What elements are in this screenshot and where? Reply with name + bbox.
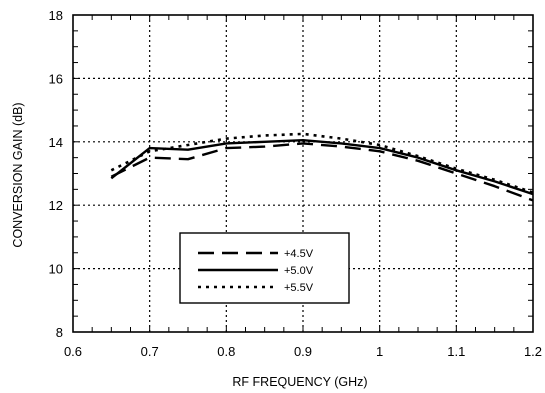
legend-label: +5.5V bbox=[284, 282, 314, 294]
y-tick-label: 14 bbox=[49, 135, 63, 150]
x-axis-title: RF FREQUENCY (GHz) bbox=[232, 375, 367, 389]
y-tick-labels: 8 10 12 14 16 18 bbox=[49, 8, 63, 340]
x-tick-label: 0.9 bbox=[294, 344, 312, 359]
x-tick-label: 0.8 bbox=[217, 344, 235, 359]
legend-label: +4.5V bbox=[284, 248, 314, 260]
y-axis-title: CONVERSION GAIN (dB) bbox=[11, 102, 25, 247]
x-tick-label: 0.7 bbox=[141, 344, 159, 359]
series-line-5-5v bbox=[110, 132, 534, 194]
x-tick-label: 1 bbox=[376, 344, 383, 359]
y-tick-label: 18 bbox=[49, 8, 63, 23]
x-tick-label: 1.2 bbox=[524, 344, 542, 359]
y-tick-label: 8 bbox=[56, 325, 63, 340]
axis-ticks bbox=[72, 14, 534, 333]
legend-label: +5.0V bbox=[284, 265, 314, 277]
y-tick-label: 10 bbox=[49, 262, 63, 277]
x-tick-label: 1.1 bbox=[447, 344, 465, 359]
legend: +4.5V +5.0V +5.5V bbox=[179, 232, 350, 304]
x-tick-label: 0.6 bbox=[64, 344, 82, 359]
series-line-5-0v bbox=[110, 138, 534, 196]
legend-box bbox=[179, 232, 350, 304]
series-layer bbox=[110, 132, 534, 202]
series-line-4-5v bbox=[110, 142, 534, 202]
y-tick-label: 12 bbox=[49, 198, 63, 213]
y-tick-label: 16 bbox=[49, 71, 63, 86]
x-tick-labels: 0.6 0.7 0.8 0.9 1 1.1 1.2 bbox=[64, 344, 542, 359]
